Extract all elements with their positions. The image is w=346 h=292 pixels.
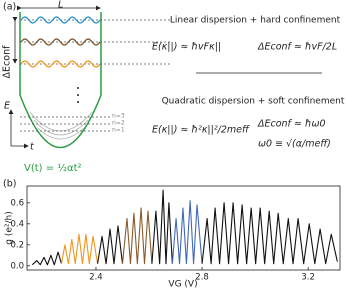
energy-label: E <box>4 101 10 112</box>
panel-label: (a) <box>3 2 16 13</box>
y-tick-label: 0.2 <box>10 240 24 250</box>
panel-a: (a) L ΔEconf n=3 n=2 n=1 E t V(t) = ½αt²… <box>2 0 345 174</box>
formula: ω0 ≡ √(α/meff) <box>258 139 331 150</box>
wavefunction <box>20 16 101 24</box>
formula: ΔEconf ≈ ħω0 <box>257 119 326 130</box>
formula: ΔEconf ≈ ħvF/2L <box>257 42 337 53</box>
ellipsis <box>77 87 79 103</box>
conductance-trace <box>151 189 173 265</box>
wavefunction <box>20 60 101 68</box>
wavefunction <box>20 38 101 46</box>
length-label: L <box>58 0 63 11</box>
formula: E(κ||) ≈ ħvFκ|| <box>152 42 221 53</box>
level-label: n=3 <box>112 113 125 120</box>
y-tick-label: 0.0 <box>10 261 24 271</box>
conductance-trace <box>31 251 63 266</box>
conductance-trace <box>171 200 203 265</box>
plot-frame <box>26 185 341 271</box>
x-tick-label: 3.2 <box>301 273 315 283</box>
y-axis-label: g (e²/h) <box>5 211 15 244</box>
y-tick-label: 0.4 <box>10 219 24 229</box>
x-tick-label: 2.4 <box>89 273 103 283</box>
x-axis-label: VG (V) <box>168 280 197 290</box>
quadratic-title: Quadratic dispersion + soft confinement <box>162 97 345 107</box>
potential-label: V(t) = ½αt² <box>24 162 82 174</box>
conductance-trace <box>121 207 153 265</box>
time-label: t <box>30 142 35 153</box>
gap-label: ΔEconf <box>2 45 13 79</box>
y-tick-label: 0.6 <box>10 198 24 208</box>
linear-title: Linear dispersion + hard confinement <box>170 16 341 26</box>
x-tick-label: 2.8 <box>195 273 209 283</box>
conductance-trace <box>201 202 338 265</box>
potential-well <box>19 12 102 149</box>
conductance-trace <box>60 233 99 265</box>
level-label: n=2 <box>112 120 125 127</box>
soft-levels <box>20 111 110 140</box>
level-label: n=1 <box>112 127 125 134</box>
panel-label: (b) <box>3 179 16 190</box>
formula: E(κ||) ≈ ħ²κ||²/2meff <box>152 125 250 136</box>
conductance-trace <box>97 225 124 265</box>
